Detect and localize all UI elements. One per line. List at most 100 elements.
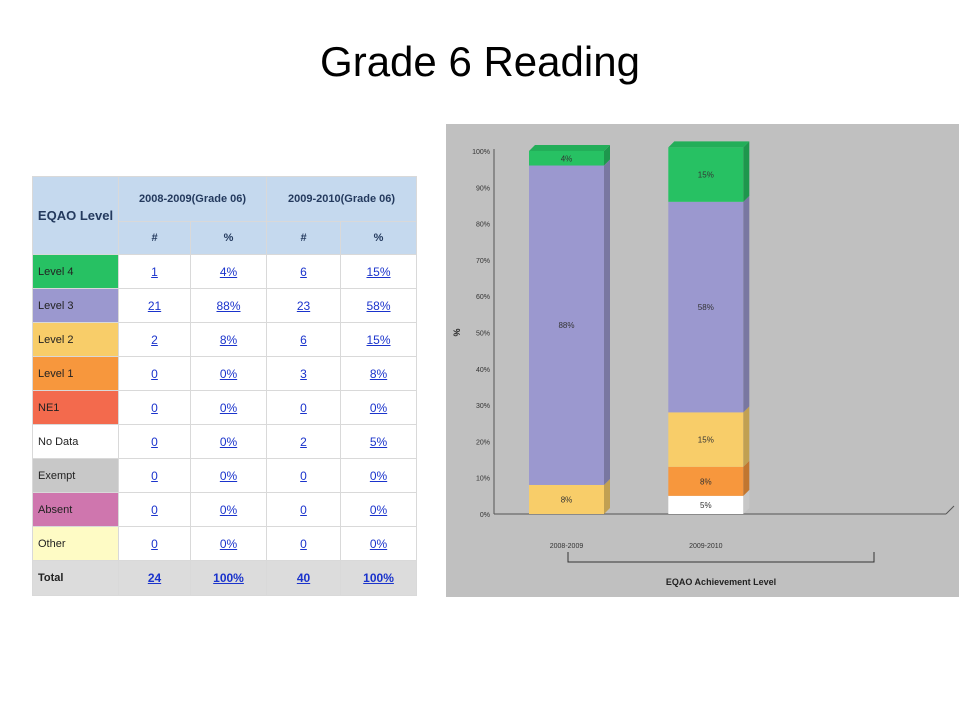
value-link[interactable]: 8% <box>219 332 238 347</box>
level-cell: No Data <box>32 424 119 459</box>
value-link[interactable]: 0% <box>219 468 238 483</box>
value-link[interactable]: 1 <box>151 264 158 279</box>
value-link[interactable]: 0 <box>151 468 158 483</box>
value-link[interactable]: 4% <box>219 264 238 279</box>
value-link[interactable]: 3 <box>300 366 307 381</box>
value-cell: 6 <box>266 254 342 289</box>
bar-segment-side <box>743 460 750 496</box>
value-link[interactable]: 23 <box>296 298 311 313</box>
value-link[interactable]: 0% <box>219 502 238 517</box>
value-link[interactable]: 0 <box>300 400 307 415</box>
value-cell: 21 <box>118 288 191 323</box>
slide-title: Grade 6 Reading <box>320 38 640 85</box>
table-row: No Data 0 0% 2 5% <box>32 424 418 459</box>
value-cell: 0 <box>266 492 342 527</box>
value-link[interactable]: 0 <box>300 468 307 483</box>
total-label: Total <box>32 560 119 596</box>
value-link[interactable]: 0 <box>151 400 158 415</box>
value-link[interactable]: 0% <box>369 400 388 415</box>
data-label: 58% <box>698 303 714 312</box>
value-link[interactable]: 88% <box>216 298 241 313</box>
y-tick-label: 0% <box>480 512 490 519</box>
y-tick-label: 60% <box>476 294 490 301</box>
value-link[interactable]: 5% <box>369 434 388 449</box>
value-cell: 0 <box>118 526 191 561</box>
value-link[interactable]: 0 <box>151 536 158 551</box>
total-link[interactable]: 24 <box>147 571 162 585</box>
table-row: Level 1 0 0% 3 8% <box>32 356 418 391</box>
level-label: Absent <box>38 503 73 516</box>
y-tick-label: 10% <box>476 476 490 483</box>
total-cell: 100% <box>189 560 268 596</box>
value-link[interactable]: 2 <box>300 434 307 449</box>
total-link[interactable]: 100% <box>363 571 394 585</box>
total-cell: 24 <box>118 560 191 596</box>
value-link[interactable]: 0 <box>300 536 307 551</box>
value-link[interactable]: 2 <box>151 332 158 347</box>
level-label: No Data <box>38 435 79 448</box>
level-label: Level 1 <box>38 367 74 380</box>
bar-segment <box>529 165 604 485</box>
value-link[interactable]: 0% <box>369 468 388 483</box>
value-link[interactable]: 0 <box>151 434 158 449</box>
value-link[interactable]: 0 <box>151 366 158 381</box>
value-cell: 5% <box>340 424 418 459</box>
data-label: 88% <box>558 321 574 330</box>
data-label: 15% <box>698 436 714 445</box>
chart-panel: 0% 10% 20% 30% 40% 50% 60% 70% 80% 90% 100%% 8% 88% 4… <box>446 124 959 597</box>
bar-segment-side <box>743 141 750 202</box>
subheader-count: # <box>118 221 191 255</box>
bar-segment-side <box>743 406 750 467</box>
y-tick-label: 40% <box>476 367 490 374</box>
value-cell: 0 <box>266 390 342 425</box>
value-cell: 0% <box>189 424 268 459</box>
total-link[interactable]: 100% <box>213 571 244 585</box>
table-row: Level 3 21 88% 23 58% <box>32 288 418 323</box>
total-link[interactable]: 40 <box>296 571 311 585</box>
bar-top <box>668 141 750 148</box>
level-label: Level 3 <box>38 299 74 312</box>
value-link[interactable]: 21 <box>147 298 162 313</box>
value-link[interactable]: 0% <box>369 536 388 551</box>
y-tick-label: 20% <box>476 439 490 446</box>
value-cell: 6 <box>266 322 342 357</box>
value-cell: 0% <box>189 458 268 493</box>
value-link[interactable]: 15% <box>366 264 391 279</box>
value-link[interactable]: 0 <box>300 502 307 517</box>
x-tick-label: 2009-2010 <box>689 543 723 550</box>
value-cell: 0% <box>340 526 418 561</box>
header-eqao-level: EQAO Level <box>32 176 119 255</box>
stacked-bar-chart: 0% 10% 20% 30% 40% 50% 60% 70% 80% 90% 100%% 8% 88% 4… <box>452 141 955 587</box>
value-cell: 88% <box>189 288 268 323</box>
value-cell: 23 <box>266 288 342 323</box>
level-cell: Absent <box>32 492 119 527</box>
value-link[interactable]: 0% <box>219 434 238 449</box>
value-link[interactable]: 8% <box>369 366 388 381</box>
value-cell: 0 <box>118 356 191 391</box>
value-link[interactable]: 0% <box>369 502 388 517</box>
value-cell: 8% <box>340 356 418 391</box>
x-axis-bracket <box>567 552 875 563</box>
value-cell: 0 <box>266 526 342 561</box>
value-link[interactable]: 0 <box>151 502 158 517</box>
total-cell: 40 <box>266 560 342 596</box>
header-year-2009: 2009-2010(Grade 06) <box>266 176 418 222</box>
value-cell: 1 <box>118 254 191 289</box>
value-link[interactable]: 6 <box>300 264 307 279</box>
value-cell: 4% <box>189 254 268 289</box>
bar-segment <box>529 484 604 514</box>
value-link[interactable]: 58% <box>366 298 391 313</box>
value-link[interactable]: 15% <box>366 332 391 347</box>
x-tick-label: 2008-2009 <box>550 543 584 550</box>
value-link[interactable]: 0% <box>219 400 238 415</box>
table-row: Exempt 0 0% 0 0% <box>32 458 418 493</box>
value-link[interactable]: 0% <box>219 366 238 381</box>
bar-segment-side <box>604 159 610 485</box>
level-label: Exempt <box>38 469 76 482</box>
value-link[interactable]: 0% <box>219 536 238 551</box>
bar-segment-side <box>743 195 750 413</box>
data-label: 8% <box>700 477 712 486</box>
value-link[interactable]: 6 <box>300 332 307 347</box>
value-cell: 0 <box>118 424 191 459</box>
value-cell: 0% <box>340 492 418 527</box>
